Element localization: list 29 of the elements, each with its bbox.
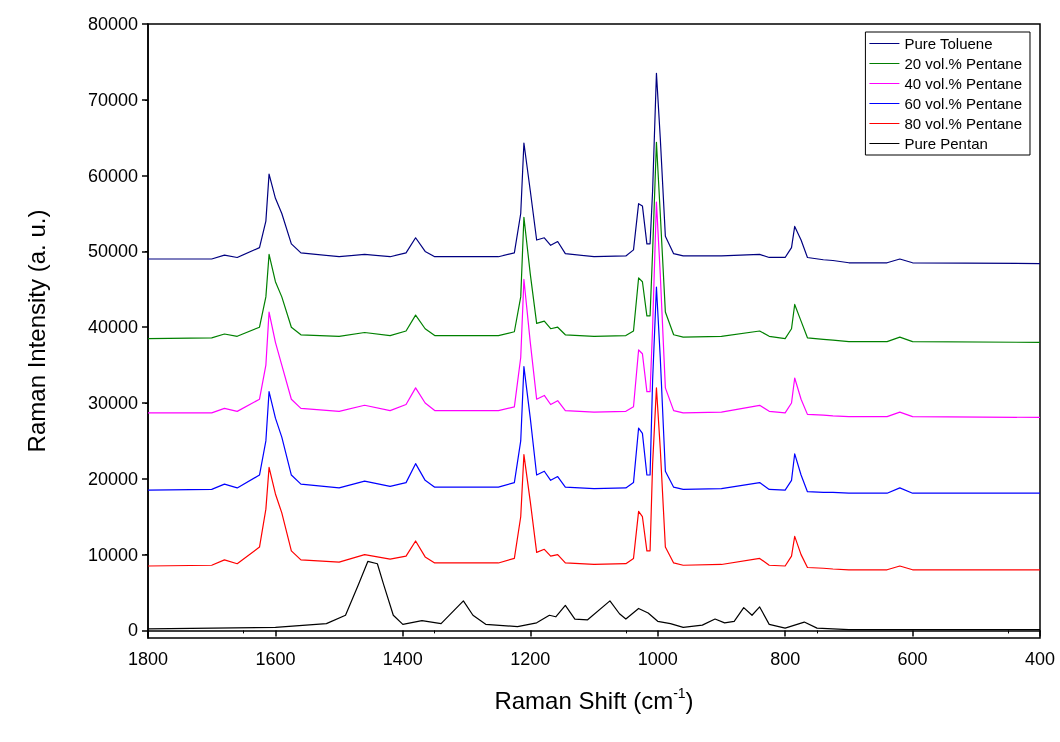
y-axis-title: Raman Intensity (a. u.) <box>22 209 50 453</box>
line-series <box>147 286 1041 494</box>
y-tick-label: 0 <box>127 620 138 641</box>
legend-label: 20 vol.% Pentane <box>904 55 1023 72</box>
line-series <box>147 387 1041 571</box>
y-tick-label: 10000 <box>87 544 138 565</box>
y-tick-label: 70000 <box>87 89 138 110</box>
legend-label: 60 vol.% Pentane <box>904 95 1023 112</box>
x-tick-label: 400 <box>1024 649 1056 669</box>
y-tick-label: 50000 <box>87 241 138 262</box>
x-tick-label: 1600 <box>255 649 296 669</box>
y-tick-label: 40000 <box>87 317 138 338</box>
line-series <box>147 72 1041 265</box>
y-tick-label: 80000 <box>87 14 138 34</box>
legend-label: 80 vol.% Pentane <box>904 115 1023 132</box>
legend-label: 40 vol.% Pentane <box>904 75 1023 92</box>
y-tick-label: 20000 <box>87 468 138 489</box>
x-tick-label: 1200 <box>510 649 551 669</box>
legend-label: Pure Pentan <box>904 135 988 152</box>
x-tick-label: 600 <box>897 649 928 669</box>
line-series <box>147 201 1041 419</box>
x-tick-label: 800 <box>770 649 801 669</box>
y-tick-label: 60000 <box>87 165 138 186</box>
x-tick-label: 1800 <box>127 649 169 669</box>
line-series <box>147 141 1041 343</box>
legend-label: Pure Toluene <box>904 35 993 52</box>
x-tick-label: 1400 <box>382 649 423 669</box>
y-tick-label: 30000 <box>87 393 138 414</box>
x-tick-label: 1000 <box>637 649 678 669</box>
